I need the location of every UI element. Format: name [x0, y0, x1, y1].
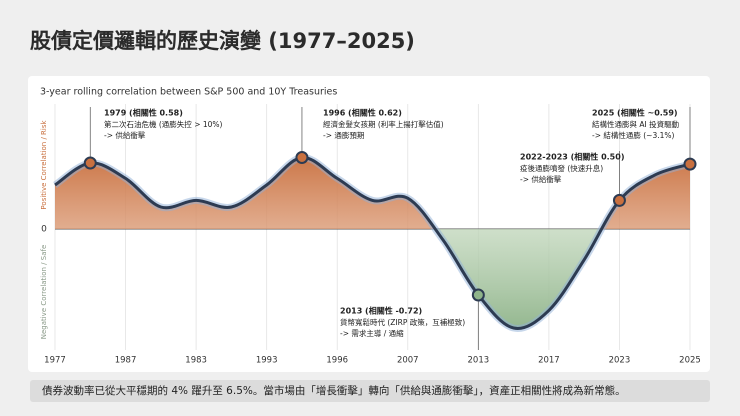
annotation-point — [471, 288, 485, 302]
annotation-text: 貨幣寬鬆時代 (ZIRP 政策，互補極致) — [340, 317, 465, 327]
x-tick-label: 2013 — [468, 356, 490, 366]
annotation-point — [83, 156, 97, 170]
annotation-text: 第二次石油危機 (通膨失控 > 10%) — [104, 119, 223, 129]
annotation-text: -> 供給衝擊 — [104, 130, 146, 140]
annotation-text: 結構性通膨與 AI 投資驅動 — [592, 119, 680, 129]
annotation-title: 1996 (相關性 0.62) — [323, 108, 402, 118]
x-tick-label: 1983 — [185, 356, 207, 366]
x-tick-label: 1977 — [44, 356, 66, 366]
x-tick-label: 2023 — [609, 356, 631, 366]
positive-area — [55, 157, 690, 229]
annotation-title: 2022-2023 (相關性 0.50) — [520, 152, 624, 162]
footnote-bar — [30, 380, 710, 402]
negative-area — [55, 229, 690, 329]
x-tick-label: 2017 — [538, 356, 560, 366]
annotation-text: -> 結構性通膨 (~3.1%) — [592, 130, 675, 140]
footnote: 債券波動率已從大平穩期的 4% 躍升至 6.5%。當市場由「增長衝擊」轉向「供給… — [42, 384, 626, 397]
line — [54, 156, 691, 330]
x-tick-label: 1993 — [256, 356, 278, 366]
annotation-point — [683, 157, 697, 171]
y-label-positive: Positive Correlation / Risk — [40, 119, 48, 209]
x-tick-label: 1996 — [326, 356, 348, 366]
y-tick-label: 0 — [41, 225, 47, 235]
x-tick-label: 1987 — [115, 356, 137, 366]
annotation-text: -> 供給衝擊 — [520, 174, 562, 184]
annotation-text: -> 通膨預期 — [323, 130, 364, 140]
slide-title: 股債定價邏輯的歷史演變 (1977–2025) — [30, 29, 415, 53]
annotation-title: 2025 (相關性 ~0.59) — [592, 108, 678, 118]
x-tick-label: 2007 — [397, 356, 419, 366]
chart-subtitle: 3-year rolling correlation between S&P 5… — [40, 87, 337, 98]
annotation-point — [295, 151, 309, 164]
annotation-text: 疫後通膨噴發 (快速升息) — [520, 163, 603, 173]
annotation-text: -> 需求主導 / 通縮 — [340, 328, 404, 338]
annotation-title: 2013 (相關性 -0.72) — [340, 306, 422, 316]
annotation-text: 經濟金髮女孩期 (利率上揚打擊估值) — [323, 119, 444, 129]
x-tick-label: 2025 — [679, 356, 701, 366]
annotation-title: 1979 (相關性 0.58) — [104, 108, 183, 118]
annotation-point — [612, 193, 626, 207]
y-label-negative: Negative Correlation / Safe — [40, 245, 48, 340]
